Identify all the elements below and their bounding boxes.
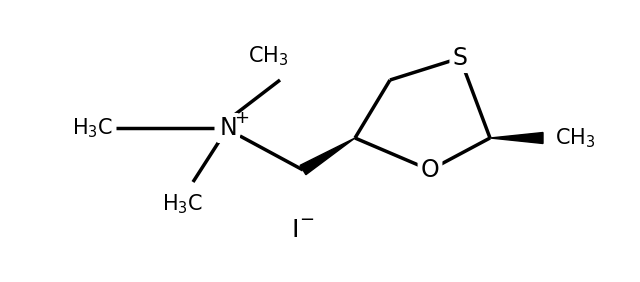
Text: S: S xyxy=(452,46,467,70)
Text: N: N xyxy=(219,116,237,140)
Polygon shape xyxy=(490,133,543,144)
Text: −: − xyxy=(300,211,315,229)
Text: CH$_3$: CH$_3$ xyxy=(248,44,288,68)
Text: O: O xyxy=(420,158,440,182)
Text: CH$_3$: CH$_3$ xyxy=(555,126,595,150)
Text: I: I xyxy=(291,218,299,242)
Polygon shape xyxy=(300,138,355,175)
Text: —: — xyxy=(118,118,139,138)
Text: +: + xyxy=(234,109,250,127)
Text: H$_3$C: H$_3$C xyxy=(72,116,113,140)
Text: H$_3$C: H$_3$C xyxy=(163,192,204,216)
